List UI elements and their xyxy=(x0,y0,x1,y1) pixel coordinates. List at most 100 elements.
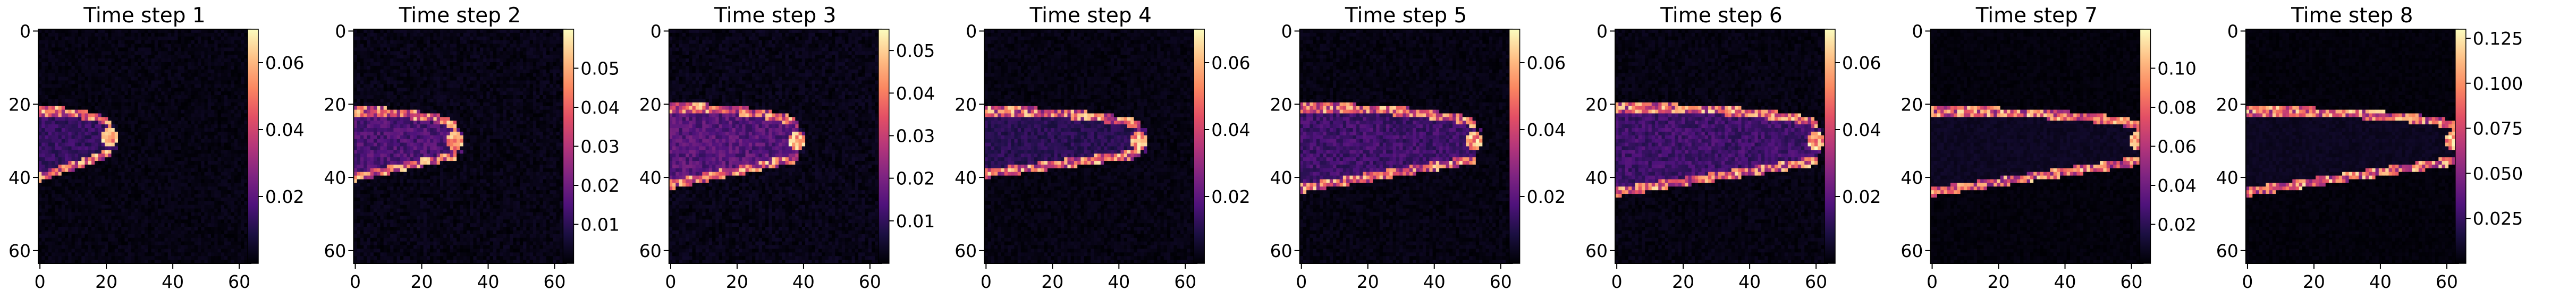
heatmap-cell xyxy=(483,55,487,58)
heatmap-cell xyxy=(168,51,172,55)
heatmap-cell xyxy=(161,62,165,66)
heatmap-cell xyxy=(134,219,138,223)
heatmap-cell xyxy=(41,77,45,81)
heatmap-cell xyxy=(384,66,387,70)
heatmap-cell xyxy=(85,124,89,128)
heatmap-cell xyxy=(205,95,208,99)
heatmap-cell xyxy=(526,51,530,55)
heatmap-cell xyxy=(238,216,241,219)
heatmap-cell xyxy=(231,143,235,147)
heatmap-cell xyxy=(108,128,112,132)
heatmap-cell xyxy=(48,172,52,176)
heatmap-cell xyxy=(58,212,62,216)
heatmap-cell xyxy=(78,180,82,183)
heatmap-cell xyxy=(224,147,228,150)
heatmap-cell xyxy=(155,102,158,106)
heatmap-cell xyxy=(52,227,55,230)
heatmap-cell xyxy=(374,29,377,33)
heatmap-cell xyxy=(45,106,49,110)
heatmap-cell xyxy=(98,77,102,81)
heatmap-cell xyxy=(55,110,58,114)
heatmap-cell xyxy=(108,135,112,139)
heatmap-cell xyxy=(188,110,191,114)
heatmap-cell xyxy=(45,216,49,219)
heatmap-cell xyxy=(238,58,241,62)
heatmap-cell xyxy=(145,252,148,256)
heatmap-cell xyxy=(198,55,201,58)
heatmap-cell xyxy=(68,198,72,201)
heatmap-cell xyxy=(221,242,225,245)
heatmap-cell xyxy=(390,47,394,51)
heatmap-cell xyxy=(72,40,75,44)
heatmap-cell xyxy=(195,73,198,77)
heatmap-cell xyxy=(211,252,215,256)
heatmap-cell xyxy=(357,70,361,73)
heatmap-cell xyxy=(477,58,480,62)
heatmap-cell xyxy=(138,168,142,172)
heatmap-cell xyxy=(357,47,361,51)
heatmap-cell xyxy=(195,106,198,110)
heatmap-cell xyxy=(91,201,95,205)
heatmap-cell xyxy=(102,51,105,55)
heatmap-cell xyxy=(244,161,248,165)
heatmap-cell xyxy=(121,84,125,88)
heatmap-cell xyxy=(221,198,225,201)
heatmap-cell xyxy=(198,201,201,205)
heatmap-cell xyxy=(85,102,89,106)
heatmap-cell xyxy=(72,209,75,212)
heatmap-cell xyxy=(174,70,178,73)
heatmap-cell xyxy=(155,190,158,194)
heatmap-cell xyxy=(151,186,155,190)
heatmap-cell xyxy=(98,88,102,91)
heatmap-cell xyxy=(241,183,244,186)
heatmap-cell xyxy=(523,70,527,73)
heatmap-cell xyxy=(205,147,208,150)
heatmap-cell xyxy=(85,139,89,143)
heatmap-cell xyxy=(81,33,85,37)
heatmap-cell xyxy=(131,143,135,147)
heatmap-cell xyxy=(118,147,122,150)
heatmap-cell xyxy=(171,40,175,44)
heatmap-cell xyxy=(62,153,65,157)
heatmap-cell xyxy=(231,44,235,48)
heatmap-cell xyxy=(427,51,430,55)
heatmap-cell xyxy=(148,186,151,190)
heatmap-cell xyxy=(52,245,55,249)
heatmap-cell xyxy=(78,132,82,135)
heatmap-cell xyxy=(105,157,108,161)
heatmap-cell xyxy=(546,70,550,73)
heatmap-cell xyxy=(131,117,135,121)
heatmap-cell xyxy=(148,161,151,165)
heatmap-cell xyxy=(128,37,132,40)
heatmap-cell xyxy=(211,165,215,168)
heatmap-cell xyxy=(155,91,158,95)
heatmap-cell xyxy=(195,190,198,194)
heatmap-cell xyxy=(174,252,178,256)
heatmap-cell xyxy=(205,143,208,147)
heatmap-cell xyxy=(125,84,129,88)
heatmap-cell xyxy=(553,40,556,44)
heatmap-cell xyxy=(145,55,148,58)
heatmap-cell xyxy=(85,205,89,209)
heatmap-cell xyxy=(141,51,145,55)
heatmap-cell xyxy=(188,183,191,186)
heatmap-cell xyxy=(121,150,125,153)
heatmap-cell xyxy=(62,55,65,58)
heatmap-cell xyxy=(165,157,168,161)
heatmap-cell xyxy=(500,55,503,58)
heatmap-cell xyxy=(384,70,387,73)
heatmap-cell xyxy=(453,58,457,62)
heatmap-cell xyxy=(214,230,218,234)
heatmap-cell xyxy=(526,66,530,70)
heatmap-cell xyxy=(486,44,490,48)
heatmap-cell xyxy=(148,106,151,110)
heatmap-cell xyxy=(68,165,72,168)
heatmap-cell xyxy=(52,33,55,37)
heatmap-cell xyxy=(171,132,175,135)
heatmap-cell xyxy=(112,256,115,260)
heatmap-cell xyxy=(128,161,132,165)
heatmap-cell xyxy=(188,201,191,205)
heatmap-cell xyxy=(95,186,98,190)
heatmap-cell xyxy=(151,150,155,153)
heatmap-cell xyxy=(78,194,82,198)
